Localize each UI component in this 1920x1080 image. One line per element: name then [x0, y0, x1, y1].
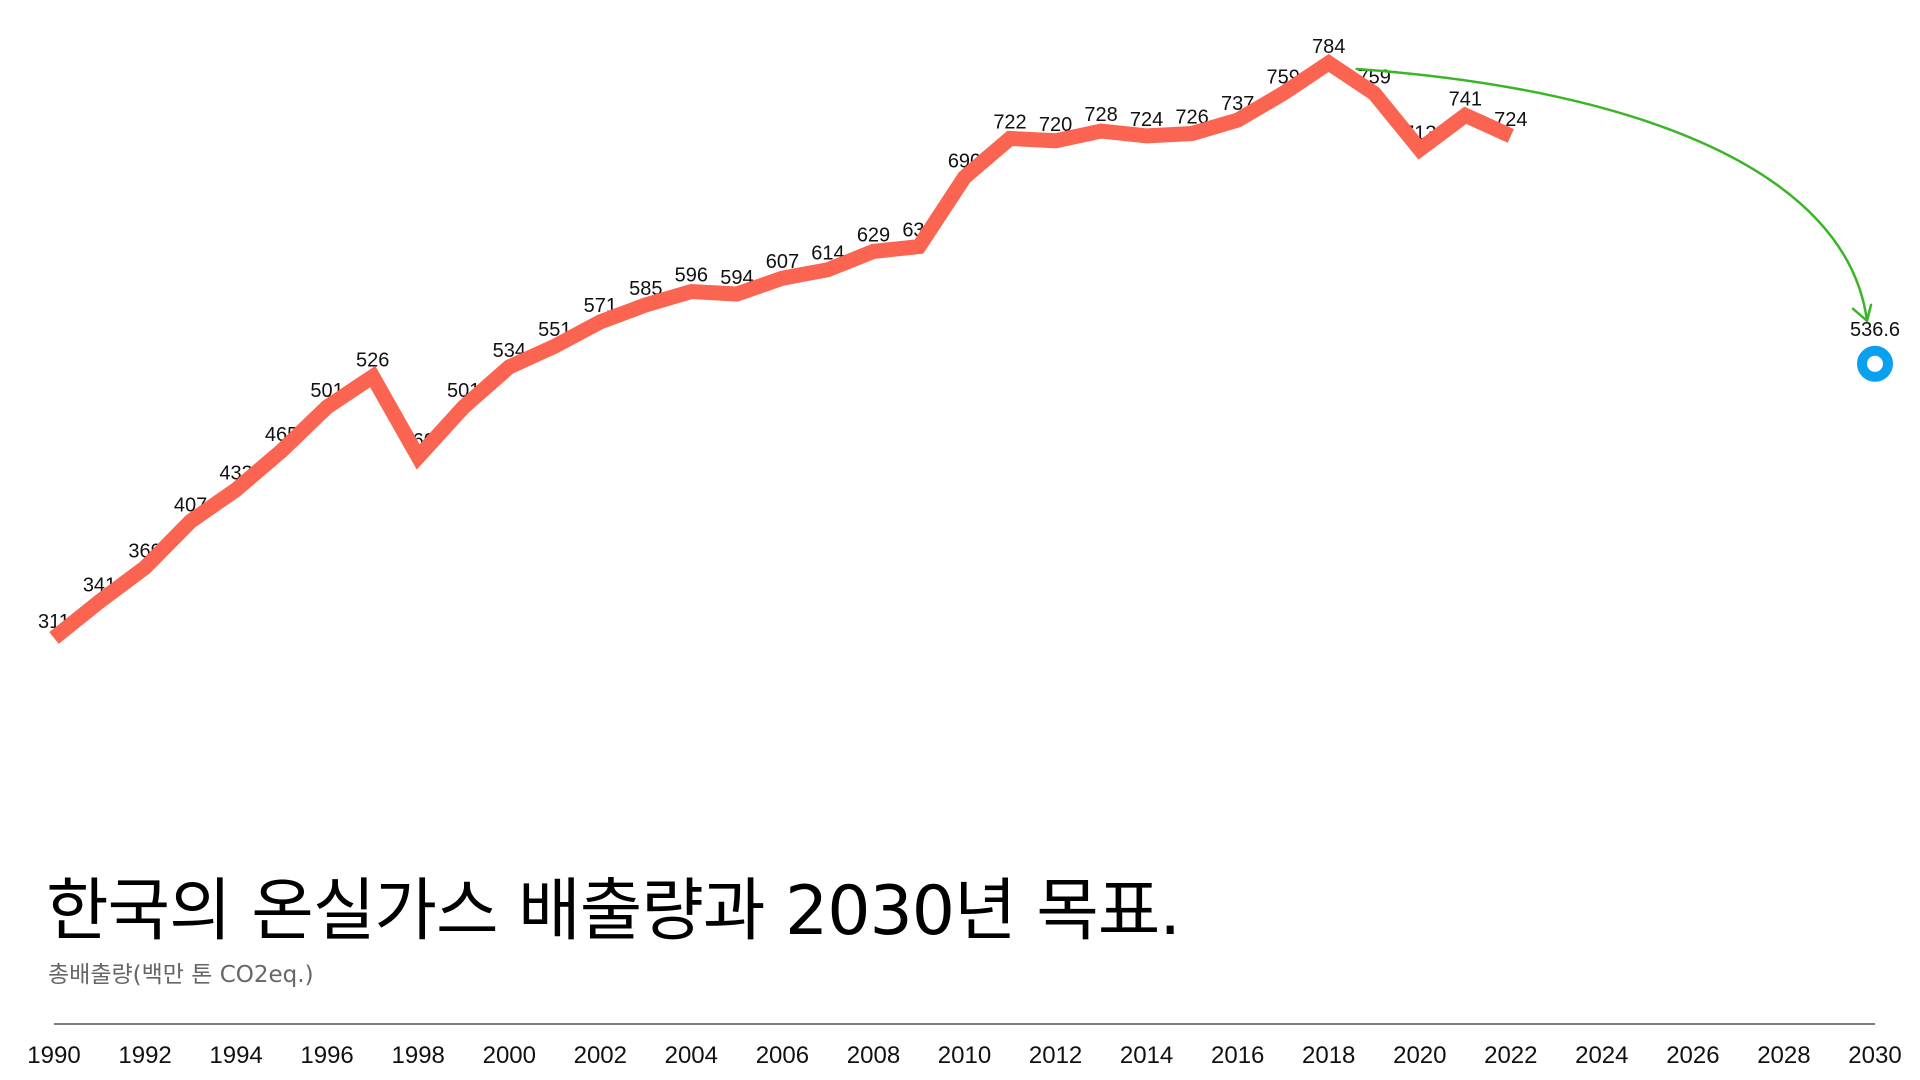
x-tick-label: 2000: [483, 1042, 536, 1069]
x-tick-label: 2024: [1575, 1042, 1628, 1069]
data-label: 629: [857, 224, 890, 246]
annotation-arrowhead: [1851, 303, 1873, 323]
x-tick-label: 2014: [1120, 1042, 1173, 1069]
x-tick-label: 1992: [118, 1042, 171, 1069]
x-tick-label: 2026: [1666, 1042, 1719, 1069]
x-tick-label: 2016: [1211, 1042, 1264, 1069]
x-tick-label: 2006: [756, 1042, 809, 1069]
chart-title: 한국의 온실가스 배출량과 2030년 목표.: [46, 872, 1181, 951]
x-tick-label: 2028: [1757, 1042, 1810, 1069]
x-tick-label: 1998: [392, 1042, 445, 1069]
data-label: 728: [1084, 104, 1117, 126]
x-tick-label: 2004: [665, 1042, 718, 1069]
x-tick-label: 2012: [1029, 1042, 1082, 1069]
data-label: 585: [629, 278, 662, 300]
data-label: 720: [1039, 114, 1072, 136]
x-tick-label: 1994: [209, 1042, 262, 1069]
series-layer: [49, 53, 1514, 644]
x-tick-label: 2030: [1848, 1042, 1901, 1069]
x-tick-label: 2010: [938, 1042, 991, 1069]
x-tick-label: 1996: [300, 1042, 353, 1069]
annotation-arrow: [1355, 67, 1869, 323]
data-label: 724: [1130, 109, 1163, 131]
data-label: 726: [1175, 107, 1208, 129]
series-line: [49, 53, 1514, 644]
data-label: 741: [1449, 88, 1482, 110]
data-label: 722: [993, 111, 1026, 133]
annotation-layer: 536.6: [1355, 67, 1900, 382]
data-label: 607: [766, 251, 799, 273]
x-tick-label: 2002: [574, 1042, 627, 1069]
chart-subtitle: 총배출량(백만 톤 CO2eq.): [48, 962, 314, 988]
value-labels: 3113413694074334655015264605015345515715…: [38, 36, 1527, 633]
target-marker: [1857, 345, 1893, 382]
data-label: 526: [356, 350, 389, 372]
x-tick-label: 2008: [847, 1042, 900, 1069]
data-label: 784: [1312, 36, 1345, 58]
x-tick-label: 2020: [1393, 1042, 1446, 1069]
data-label: 596: [675, 265, 708, 287]
x-tick-label: 2018: [1302, 1042, 1355, 1069]
x-tick-labels: 1990 1992 1994 1996 1998 2000 2002 2004 2006 2008…: [27, 1042, 1901, 1069]
x-tick-label: 2022: [1484, 1042, 1537, 1069]
x-tick-label: 1990: [27, 1042, 80, 1069]
target-label: 536.6: [1850, 319, 1900, 341]
